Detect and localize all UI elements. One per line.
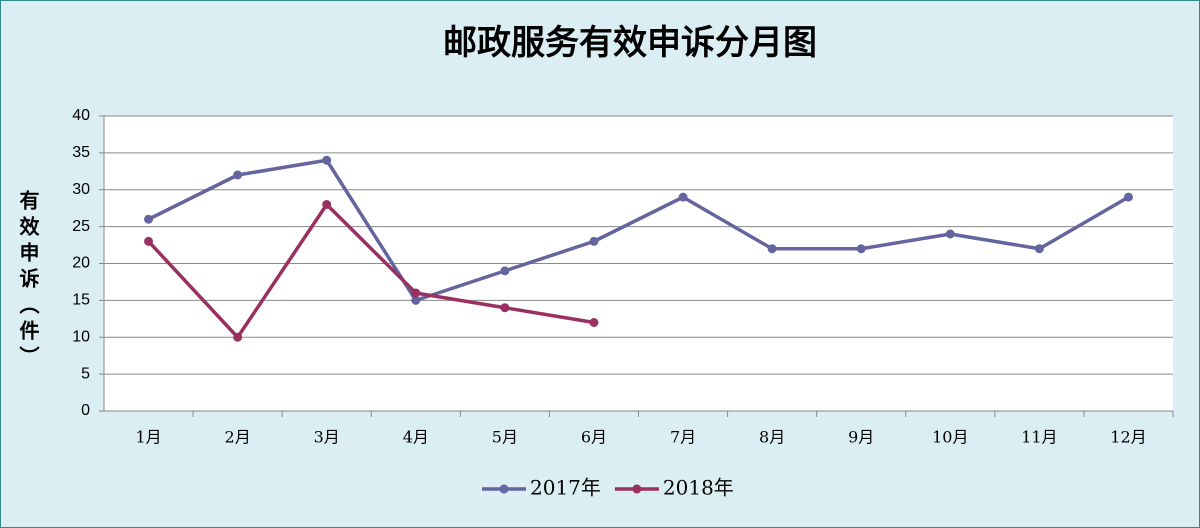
data-point — [678, 192, 688, 202]
x-tick-label: 3月 — [314, 428, 340, 447]
x-tick-label: 6月 — [581, 428, 607, 447]
data-point — [233, 332, 243, 342]
data-point — [1123, 192, 1133, 202]
x-tick-label: 1月 — [135, 428, 161, 447]
x-tick-label: 11月 — [1021, 428, 1057, 447]
x-tick-label: 5月 — [492, 428, 518, 447]
x-tick-label: 2月 — [225, 428, 251, 447]
y-tick-label: 15 — [72, 292, 90, 309]
legend-label: 2018年 — [663, 476, 734, 500]
data-point — [945, 229, 955, 239]
x-tick-label: 4月 — [403, 428, 429, 447]
data-point — [856, 244, 866, 254]
data-point — [500, 303, 510, 313]
y-tick-label: 20 — [72, 255, 90, 272]
y-tick-label: 30 — [72, 181, 90, 198]
x-tick-label: 9月 — [848, 428, 874, 447]
x-tick-label: 10月 — [932, 428, 968, 447]
legend-marker — [632, 484, 642, 494]
y-tick-label: 5 — [81, 365, 90, 382]
data-point — [411, 288, 421, 298]
data-point — [589, 236, 599, 246]
y-tick-label: 35 — [72, 144, 90, 161]
series-line — [147, 158, 1130, 303]
y-tick-label: 40 — [72, 107, 90, 124]
y-tick-label: 10 — [72, 328, 90, 345]
chart-title: 邮政服务有效申诉分月图 — [443, 23, 817, 63]
legend-label: 2017年 — [530, 476, 601, 500]
y-axis-label: 有效申诉（件） — [16, 189, 40, 372]
y-tick-label: 0 — [81, 402, 90, 419]
data-point — [589, 318, 599, 327]
data-point — [1034, 244, 1044, 254]
data-point — [322, 200, 332, 209]
x-tick-label: 8月 — [759, 428, 785, 447]
x-tick-label: 7月 — [670, 428, 696, 447]
x-tick-label: 12月 — [1110, 428, 1146, 447]
data-point — [411, 295, 421, 305]
legend-marker — [499, 484, 509, 494]
series-line — [147, 202, 595, 339]
y-tick-label: 25 — [72, 218, 90, 235]
data-point — [500, 266, 510, 276]
data-point — [144, 236, 154, 246]
data-point — [144, 214, 154, 224]
data-point — [233, 170, 243, 180]
data-point — [322, 155, 332, 165]
data-point — [767, 244, 777, 254]
